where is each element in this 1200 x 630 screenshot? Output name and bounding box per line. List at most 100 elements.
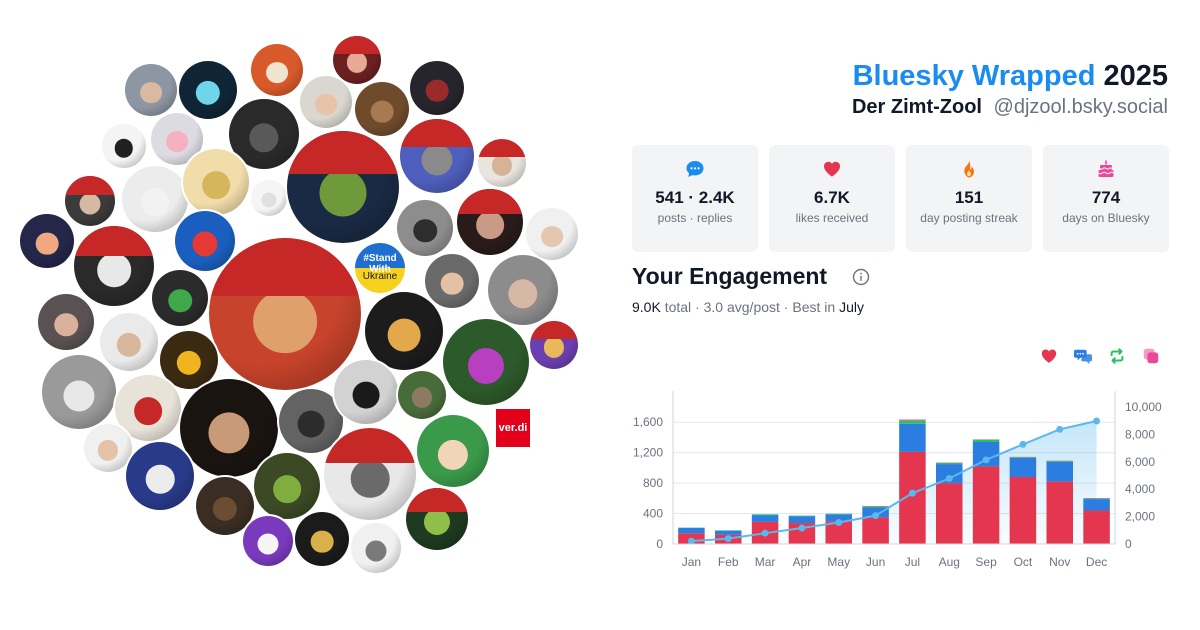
avatar[interactable] (84, 424, 132, 472)
avatar-portrait (411, 387, 433, 408)
bar-segment (862, 506, 889, 508)
avatar[interactable] (115, 375, 181, 441)
verdi-logo[interactable]: ver.di (496, 409, 530, 447)
avatar-portrait (365, 540, 387, 561)
avatar[interactable] (457, 189, 523, 255)
avatar[interactable] (526, 208, 578, 260)
bar-segment (788, 516, 816, 524)
stat-card-days: 774 days on Bluesky (1043, 145, 1169, 252)
cumulative-point (1019, 440, 1027, 448)
bar-segment (788, 515, 816, 517)
x-tick-label: May (827, 555, 850, 569)
avatar[interactable] (425, 254, 479, 308)
cumulative-point (724, 535, 732, 543)
avatar-portrait (208, 412, 250, 454)
avatar[interactable] (65, 176, 115, 226)
info-icon[interactable] (852, 268, 870, 286)
avatar-portrait (421, 144, 453, 176)
avatar[interactable] (478, 139, 526, 187)
avatar[interactable] (254, 453, 320, 519)
avatar[interactable] (38, 294, 94, 350)
avatar[interactable] (410, 61, 464, 115)
avatar[interactable] (183, 149, 249, 215)
reply-icon[interactable] (1074, 347, 1092, 365)
avatar-portrait (350, 459, 390, 498)
avatar[interactable] (488, 255, 558, 325)
avatar[interactable] (102, 124, 146, 168)
avatar[interactable] (324, 428, 416, 520)
y2-tick-label: 0 (1125, 537, 1132, 551)
avatar-portrait (166, 130, 188, 153)
avatar[interactable] (209, 238, 361, 390)
avatar-collage: #Stand With Ukraine ver.di (20, 36, 578, 573)
avatar[interactable] (398, 371, 446, 419)
x-tick-label: Sep (975, 555, 997, 569)
avatar[interactable] (160, 331, 218, 389)
avatar-portrait (54, 313, 78, 337)
avatar[interactable] (333, 36, 381, 84)
avatar[interactable] (355, 82, 409, 136)
bar-segment (751, 514, 779, 516)
avatar[interactable] (251, 180, 287, 216)
avatar-portrait (134, 397, 162, 426)
avatar[interactable] (243, 516, 293, 566)
cumulative-point (1056, 425, 1064, 433)
avatar-portrait (168, 289, 192, 313)
avatar[interactable] (179, 61, 237, 119)
avatar[interactable] (122, 166, 188, 232)
avatar-portrait (491, 155, 513, 176)
stat-label: day posting streak (920, 211, 1018, 225)
avatar[interactable] (365, 292, 443, 370)
avatar-portrait (319, 169, 367, 217)
avatar[interactable] (196, 477, 254, 535)
avatar-stand-with-ukraine[interactable]: #Stand With Ukraine (355, 243, 405, 293)
avatar[interactable] (20, 214, 74, 268)
bar-segment (972, 439, 1000, 443)
avatar[interactable] (126, 442, 194, 510)
total-word: total (664, 299, 692, 315)
avatar[interactable] (406, 488, 468, 550)
repost-icon[interactable] (1108, 347, 1126, 365)
avatar[interactable] (443, 319, 529, 405)
avatar[interactable] (400, 119, 474, 193)
avatar[interactable] (151, 113, 203, 165)
avatar[interactable] (287, 131, 399, 243)
avatar-portrait (116, 332, 142, 358)
stat-label: days on Bluesky (1062, 211, 1150, 225)
avatar[interactable] (397, 200, 453, 256)
avatar[interactable] (100, 313, 158, 371)
avatar[interactable] (530, 321, 578, 369)
bar-segment (1083, 498, 1110, 500)
stat-value: 151 (954, 188, 984, 207)
bar-segment (1046, 481, 1074, 544)
avatar[interactable] (334, 360, 398, 424)
avg-value: 3.0 avg/post (703, 299, 780, 315)
x-tick-label: Jul (905, 555, 920, 569)
avatar[interactable] (152, 270, 208, 326)
avatar[interactable] (125, 64, 177, 116)
avatar[interactable] (295, 512, 349, 566)
santa-hat (287, 131, 399, 174)
avatar-portrait (266, 61, 288, 84)
avatar-portrait (310, 530, 334, 554)
bar-segment (1009, 477, 1037, 544)
avatar[interactable] (74, 226, 154, 306)
heart-icon[interactable] (1040, 347, 1058, 365)
x-tick-label: Jun (866, 555, 885, 569)
avatar[interactable] (351, 523, 401, 573)
santa-hat (324, 428, 416, 463)
avatar[interactable] (417, 415, 489, 487)
badge-text: #Stand With (363, 253, 397, 275)
avatar-portrait (352, 381, 380, 409)
bar-segment (1083, 499, 1110, 511)
avatar[interactable] (42, 355, 116, 429)
user-handle[interactable]: @djzool.bsky.social (993, 96, 1168, 118)
y-tick-label: 800 (643, 476, 663, 490)
stat-value: 541 · 2.4K (655, 188, 735, 207)
quote-icon[interactable] (1142, 347, 1160, 365)
y2-tick-label: 4,000 (1125, 482, 1155, 496)
stat-card-likes: 6.7K likes received (769, 145, 895, 252)
avatar[interactable] (180, 379, 278, 477)
avatar[interactable] (251, 44, 303, 96)
avatar[interactable] (300, 76, 352, 128)
